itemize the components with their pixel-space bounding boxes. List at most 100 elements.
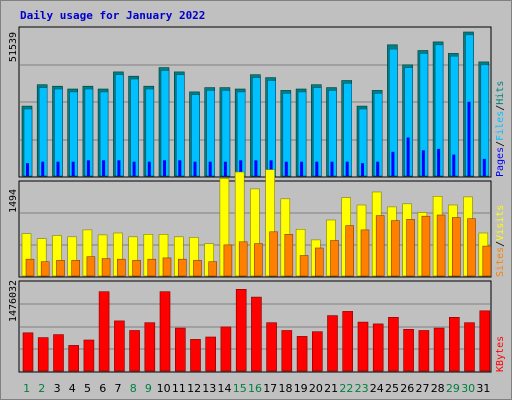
x-tick-label: 23 bbox=[355, 382, 369, 395]
bar-kbytes bbox=[296, 336, 308, 372]
y-max-label-kbytes: 1476032 bbox=[8, 280, 19, 322]
legend-visits-sites: Sites/Visits bbox=[495, 205, 506, 277]
bar-kbytes bbox=[220, 326, 232, 372]
x-tick-label: 12 bbox=[187, 382, 201, 395]
legend-kbytes: KBytes bbox=[495, 336, 506, 372]
bar-sites bbox=[391, 220, 400, 277]
bar-kbytes bbox=[342, 311, 354, 372]
x-tick-label: 31 bbox=[476, 382, 490, 395]
x-tick-label: 24 bbox=[370, 382, 384, 395]
x-tick-label: 13 bbox=[202, 382, 216, 395]
legend-hits: Hits bbox=[495, 81, 506, 105]
bar-pages bbox=[71, 161, 75, 176]
bar-kbytes bbox=[159, 291, 171, 372]
legend-separator: / bbox=[495, 105, 506, 111]
x-tick-label: 18 bbox=[279, 382, 293, 395]
x-tick-label: 27 bbox=[416, 382, 430, 395]
bar-kbytes bbox=[114, 320, 125, 372]
bar-pages bbox=[223, 161, 227, 176]
x-tick-label: 17 bbox=[263, 382, 277, 395]
legend-sites: Sites bbox=[495, 247, 506, 277]
x-tick-label: 1 bbox=[23, 382, 30, 395]
x-tick-label: 9 bbox=[145, 382, 152, 395]
x-tick-label: 26 bbox=[400, 382, 414, 395]
legend-hits-files-pages: Pages/Files/Hits bbox=[495, 81, 506, 177]
legend-kbytes: KBytes bbox=[495, 336, 506, 372]
bar-files bbox=[160, 70, 170, 177]
legend-separator: / bbox=[495, 241, 506, 247]
bar-pages bbox=[300, 161, 304, 176]
bar-pages bbox=[239, 160, 243, 176]
bar-sites bbox=[360, 229, 370, 277]
bar-kbytes bbox=[98, 291, 110, 372]
bar-pages bbox=[452, 154, 456, 176]
bar-sites bbox=[436, 214, 446, 277]
bar-sites bbox=[193, 260, 202, 277]
bar-kbytes bbox=[403, 328, 414, 372]
bar-pages bbox=[330, 161, 334, 176]
bar-files bbox=[130, 78, 139, 177]
bar-kbytes bbox=[68, 345, 79, 372]
bar-kbytes bbox=[235, 288, 247, 372]
bar-pages bbox=[56, 161, 60, 176]
x-tick-label: 30 bbox=[461, 382, 475, 395]
bar-kbytes bbox=[175, 327, 186, 372]
bar-pages bbox=[26, 163, 29, 176]
bar-sites bbox=[467, 218, 476, 277]
bar-pages bbox=[284, 161, 288, 176]
chart-title: Daily usage for January 2022 bbox=[20, 9, 206, 22]
bar-sites bbox=[314, 247, 324, 277]
x-tick-label: 10 bbox=[157, 382, 171, 395]
bar-pages bbox=[117, 160, 121, 176]
bar-pages bbox=[41, 161, 45, 176]
bar-pages bbox=[315, 161, 319, 176]
bar-sites bbox=[162, 257, 172, 277]
bar-kbytes bbox=[357, 321, 369, 372]
bar-sites bbox=[406, 219, 415, 277]
bar-pages bbox=[467, 101, 471, 176]
bar-pages bbox=[254, 160, 258, 176]
x-tick-label: 3 bbox=[54, 382, 61, 395]
bar-kbytes bbox=[129, 330, 140, 372]
bar-sites bbox=[451, 217, 461, 277]
bar-kbytes bbox=[281, 330, 293, 372]
x-tick-label: 8 bbox=[130, 382, 137, 395]
legend-visits: Visits bbox=[495, 205, 506, 241]
bar-sites bbox=[117, 258, 126, 277]
bar-pages bbox=[86, 160, 90, 176]
bar-kbytes bbox=[448, 316, 460, 372]
bar-kbytes bbox=[311, 331, 323, 372]
bar-pages bbox=[361, 163, 364, 176]
x-tick-label: 4 bbox=[69, 382, 76, 395]
bar-kbytes bbox=[433, 327, 445, 372]
bar-sites bbox=[56, 260, 65, 277]
y-max-label-visits-sites: 1494 bbox=[8, 189, 19, 213]
legend-pages: Pages bbox=[495, 147, 506, 177]
bar-sites bbox=[208, 261, 217, 277]
bar-pages bbox=[482, 158, 486, 176]
bar-kbytes bbox=[37, 337, 49, 372]
bar-pages bbox=[208, 161, 212, 176]
bar-pages bbox=[102, 160, 106, 176]
x-tick-label: 28 bbox=[431, 382, 445, 395]
bar-kbytes bbox=[83, 339, 95, 372]
bar-kbytes bbox=[205, 336, 216, 372]
x-tick-label: 7 bbox=[115, 382, 122, 395]
x-tick-label: 16 bbox=[248, 382, 262, 395]
bar-pages bbox=[376, 161, 380, 176]
bar-sites bbox=[86, 256, 96, 277]
bar-sites bbox=[284, 234, 294, 277]
bar-kbytes bbox=[388, 316, 399, 372]
bar-sites bbox=[330, 240, 339, 277]
bar-pages bbox=[437, 148, 441, 176]
x-tick-label: 19 bbox=[294, 382, 308, 395]
legend-files: Files bbox=[495, 111, 506, 141]
bar-sites bbox=[132, 260, 141, 277]
bar-sites bbox=[147, 258, 157, 277]
bar-kbytes bbox=[266, 322, 277, 372]
bar-sites bbox=[238, 241, 248, 277]
x-tick-label: 14 bbox=[218, 382, 232, 395]
bar-kbytes bbox=[53, 334, 64, 372]
bar-sites bbox=[421, 215, 431, 277]
bar-pages bbox=[269, 160, 273, 176]
